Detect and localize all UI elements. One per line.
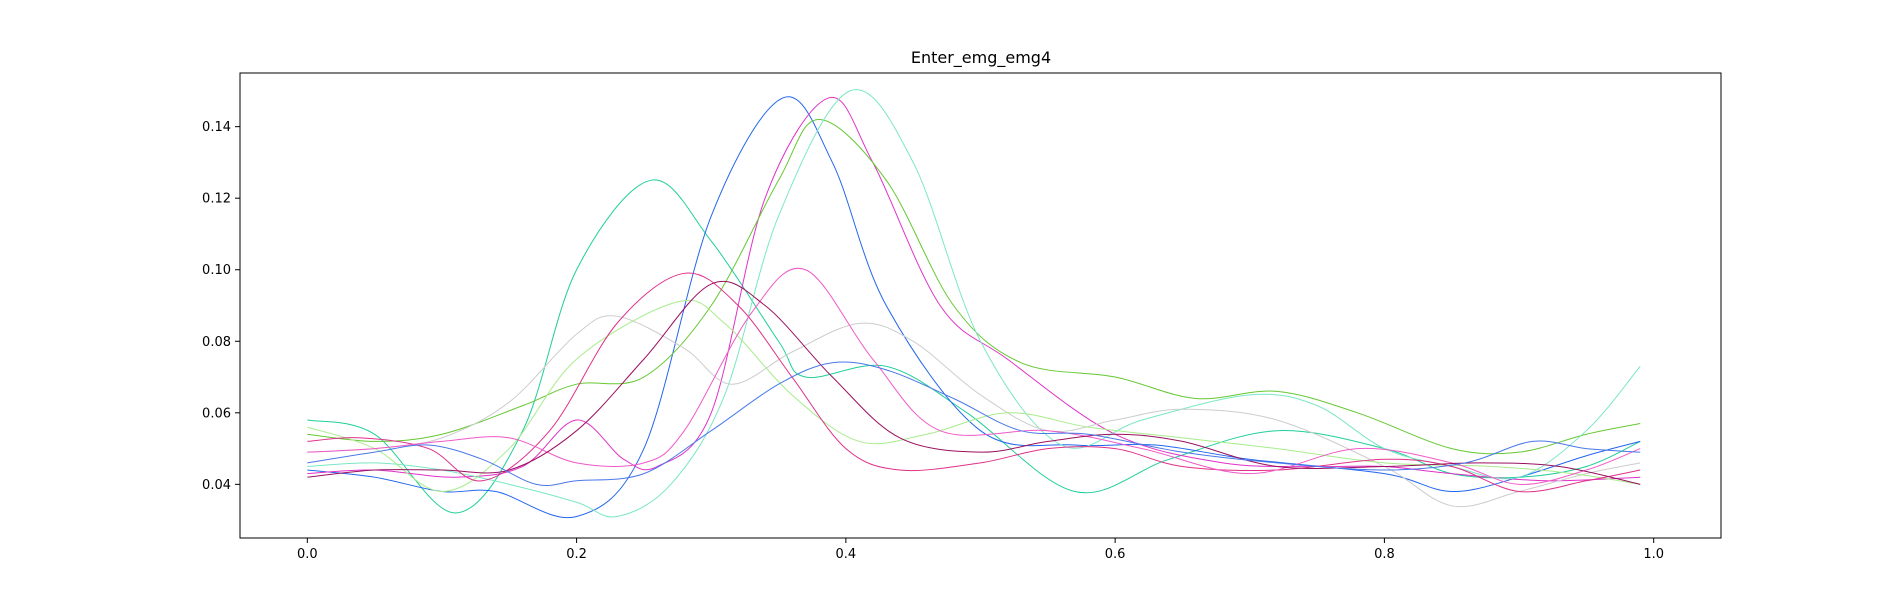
series-line-9 (307, 267, 1641, 485)
y-tick-label: 0.12 (202, 192, 231, 207)
x-tick-label: 0.2 (566, 547, 587, 562)
series-line-1 (307, 179, 1641, 514)
series-line-2 (307, 96, 1641, 519)
y-tick-label: 0.08 (202, 335, 231, 350)
series-line-4 (307, 118, 1641, 455)
x-tick-label: 1.0 (1643, 547, 1664, 562)
x-tick-label: 0.6 (1105, 547, 1126, 562)
x-axis: 0.0 0.2 0.4 0.6 0.8 1.0 (297, 538, 1664, 562)
plot-frame (239, 72, 1722, 539)
x-tick-label: 0.8 (1374, 547, 1395, 562)
series-line-10 (307, 280, 1641, 485)
y-axis: 0.04 0.06 0.08 0.10 0.12 0.14 (202, 120, 240, 493)
series-line-6 (307, 315, 1641, 508)
series-line-7 (307, 299, 1641, 493)
series-line-5 (307, 89, 1641, 518)
y-tick-label: 0.10 (202, 263, 231, 278)
series-line-8 (307, 272, 1641, 493)
series-line-11 (307, 361, 1641, 487)
x-tick-label: 0.4 (836, 547, 857, 562)
x-tick-label: 0.0 (297, 547, 318, 562)
series-line-3 (307, 96, 1641, 482)
chart-title: Enter_emg_emg4 (911, 48, 1051, 68)
y-tick-label: 0.06 (202, 406, 231, 421)
series-group (307, 89, 1641, 519)
y-tick-label: 0.14 (202, 120, 231, 135)
y-tick-label: 0.04 (202, 478, 231, 493)
